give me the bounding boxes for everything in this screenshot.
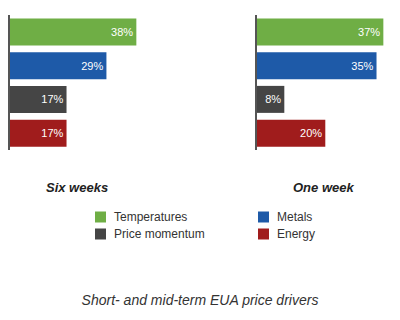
svg-text:Energy: Energy <box>277 227 315 241</box>
svg-text:29%: 29% <box>81 60 103 72</box>
svg-text:Temperatures: Temperatures <box>114 210 187 224</box>
svg-text:Metals: Metals <box>277 210 312 224</box>
svg-text:38%: 38% <box>111 26 133 38</box>
svg-text:17%: 17% <box>41 93 63 105</box>
svg-text:8%: 8% <box>265 93 281 105</box>
svg-text:20%: 20% <box>300 127 322 139</box>
svg-text:37%: 37% <box>358 26 380 38</box>
svg-text:Short- and mid-term EUA price: Short- and mid-term EUA price drivers <box>82 292 319 308</box>
svg-text:Six weeks: Six weeks <box>46 180 108 195</box>
svg-text:17%: 17% <box>41 127 63 139</box>
svg-text:35%: 35% <box>351 60 373 72</box>
svg-text:Price momentum: Price momentum <box>114 227 205 241</box>
svg-text:One week: One week <box>293 180 354 195</box>
